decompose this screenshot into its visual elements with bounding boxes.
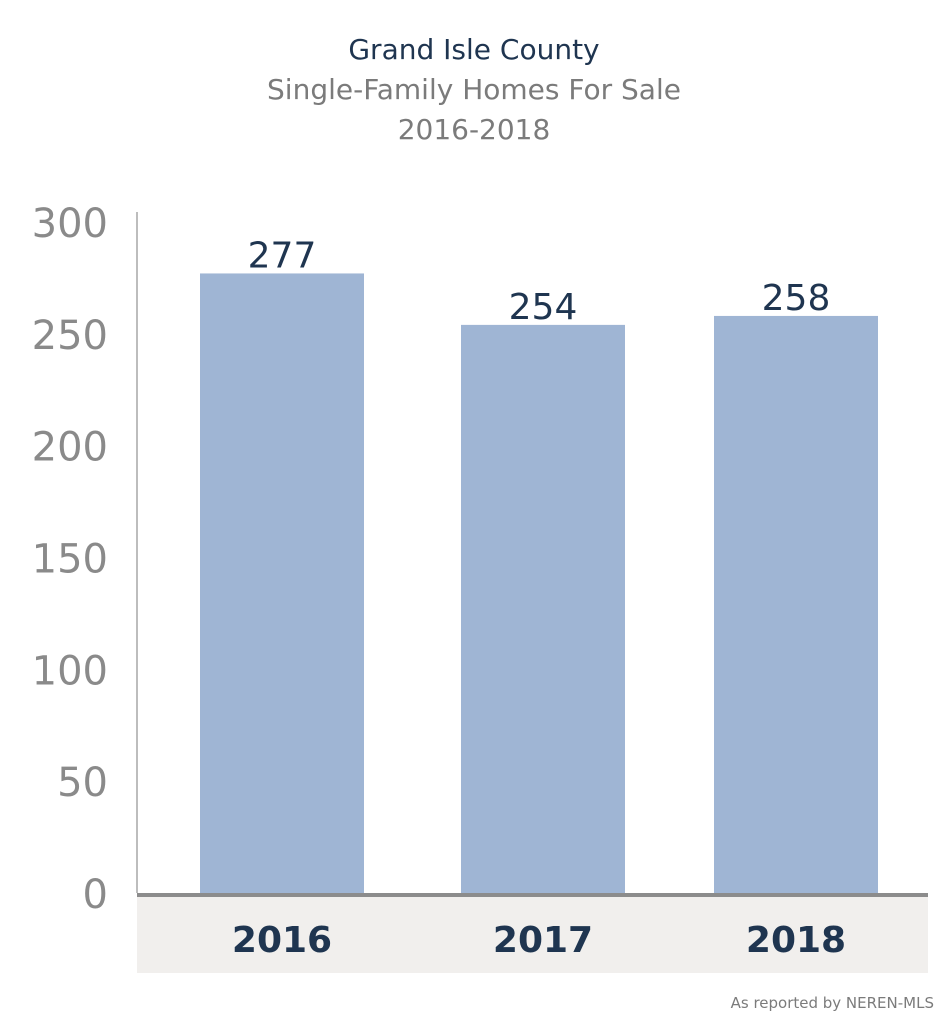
bars-group — [200, 273, 878, 893]
y-tick-0: 0 — [83, 872, 108, 918]
bar-2016 — [200, 273, 364, 893]
data-labels-group: 277 254 258 — [248, 235, 831, 327]
y-tick-150: 150 — [32, 537, 108, 583]
data-label-2017: 254 — [509, 287, 578, 328]
bar-2018 — [714, 315, 878, 893]
category-band — [137, 897, 928, 973]
bar-2017 — [461, 324, 625, 893]
chart-period: 2016-2018 — [397, 113, 551, 146]
y-ticks-group: 0 50 100 150 200 250 300 — [32, 201, 108, 918]
data-label-2016: 277 — [248, 235, 317, 276]
y-tick-300: 300 — [32, 201, 108, 247]
x-tick-2018: 2018 — [746, 920, 846, 961]
source-note: As reported by NEREN-MLS — [730, 994, 934, 1012]
x-tick-2016: 2016 — [232, 920, 332, 961]
y-tick-100: 100 — [32, 648, 108, 694]
chart-subtitle: Single-Family Homes For Sale — [267, 73, 681, 106]
y-tick-50: 50 — [57, 760, 108, 806]
chart-title: Grand Isle County — [348, 33, 600, 66]
y-tick-200: 200 — [32, 425, 108, 471]
chart-titles: Grand Isle County Single-Family Homes Fo… — [0, 30, 948, 150]
x-tick-2017: 2017 — [493, 920, 593, 961]
data-label-2018: 258 — [762, 278, 831, 319]
x-ticks-group: 2016 2017 2018 — [232, 920, 846, 961]
y-tick-250: 250 — [32, 313, 108, 359]
